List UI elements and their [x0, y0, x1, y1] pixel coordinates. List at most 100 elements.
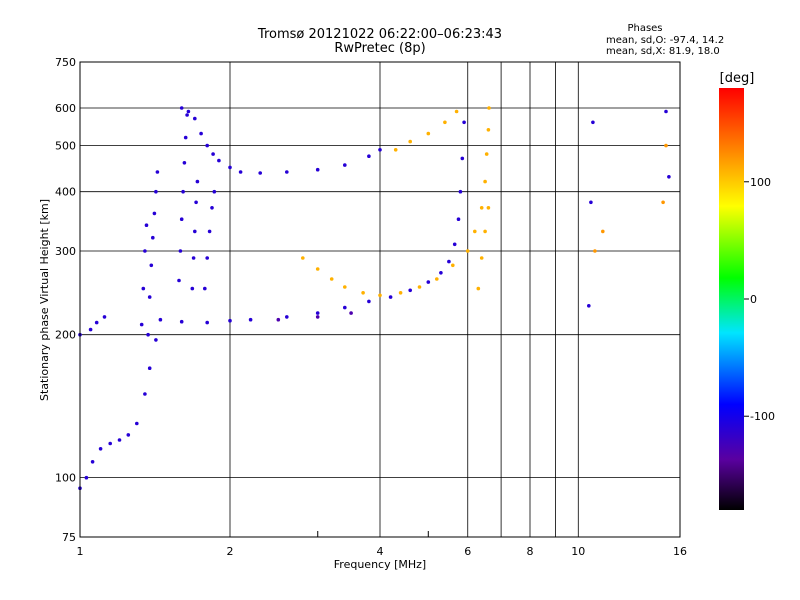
data-point [456, 217, 461, 221]
colorbar-ticks: 100 0 -100 [744, 176, 775, 423]
x-tick-label: 2 [227, 545, 234, 558]
phase-stats-o: mean, sd,O: -97.4, 14.2 [606, 35, 724, 46]
y-tick-label: 400 [55, 186, 76, 199]
data-point [454, 109, 459, 114]
data-point [90, 460, 95, 464]
chart-subtitle: RwPretec (8p) [334, 41, 425, 56]
data-point [465, 249, 470, 253]
data-point [486, 128, 491, 132]
x-tick-labels: 1 2 4 6 8 10 16 [77, 545, 688, 558]
data-point [664, 143, 668, 148]
data-point [210, 206, 214, 210]
data-point [388, 295, 393, 299]
data-point [135, 421, 139, 426]
data-point [460, 156, 465, 161]
data-point [343, 285, 347, 289]
y-tick-label: 600 [55, 102, 76, 115]
data-point [147, 295, 152, 299]
phase-stats-heading: Phases [627, 23, 662, 34]
phase-stats-x: mean, sd,X: 81.9, 18.0 [606, 46, 720, 57]
data-point [285, 315, 289, 319]
data-point [177, 278, 181, 283]
data-point [149, 263, 154, 268]
data-point [141, 286, 146, 291]
data-point [458, 189, 463, 194]
data-point [473, 229, 477, 234]
data-point [589, 200, 593, 205]
data-point [426, 131, 431, 136]
y-tick-label: 75 [62, 531, 76, 544]
data-point [205, 256, 209, 260]
y-axis-label: Stationary phase Virtual Height [km] [38, 199, 51, 401]
colorbar-tick-label: 0 [750, 293, 757, 306]
data-points [78, 106, 671, 491]
data-point [367, 299, 371, 304]
data-point [194, 200, 198, 205]
colorbar-tick-label: 100 [750, 176, 771, 189]
data-point [152, 211, 157, 216]
data-point [484, 152, 489, 156]
data-point [117, 438, 122, 442]
data-point [452, 242, 457, 247]
x-tick-label: 4 [377, 545, 384, 558]
data-point [108, 441, 112, 446]
x-tick-label: 16 [673, 545, 687, 558]
data-point [462, 120, 466, 125]
data-point [393, 148, 398, 152]
colorbar [719, 88, 744, 510]
y-tick-label: 500 [55, 140, 76, 153]
data-point [343, 305, 347, 310]
data-point [479, 256, 484, 260]
data-point [191, 256, 196, 260]
data-point [143, 249, 147, 253]
data-point [591, 120, 595, 125]
data-point [426, 280, 431, 284]
chart-title: Tromsø 20121022 06:22:00–06:23:43 [257, 27, 502, 42]
data-point [408, 288, 413, 293]
data-point [183, 135, 188, 140]
data-point [329, 277, 334, 281]
data-point [126, 433, 131, 437]
data-point [205, 143, 209, 148]
data-point [248, 317, 253, 322]
data-point [587, 304, 591, 308]
data-point [186, 109, 191, 114]
data-point [207, 229, 212, 234]
data-point [179, 319, 184, 324]
data-point [94, 320, 99, 325]
data-point [102, 315, 107, 319]
data-point [487, 106, 491, 110]
data-point [181, 189, 185, 194]
x-tick-label: 6 [464, 545, 471, 558]
x-tick-label: 1 [77, 545, 84, 558]
data-point [203, 286, 207, 291]
x-axis-label: Frequency [MHz] [334, 558, 426, 571]
x-tick-label: 8 [527, 545, 534, 558]
data-point [98, 447, 103, 451]
data-point [185, 113, 189, 117]
data-point [378, 293, 382, 298]
data-point [315, 315, 320, 319]
data-point [349, 311, 353, 315]
data-point [343, 163, 347, 167]
data-point [182, 161, 187, 165]
y-tick-label: 100 [55, 472, 76, 485]
y-tick-label: 300 [55, 245, 76, 258]
data-point [146, 332, 150, 337]
data-point [408, 139, 413, 144]
data-point [276, 317, 281, 322]
data-point [143, 392, 147, 396]
data-point [154, 189, 158, 194]
data-point [144, 223, 149, 227]
data-point [139, 322, 144, 327]
data-point [483, 229, 487, 234]
data-point [179, 106, 184, 110]
data-point [158, 317, 163, 322]
data-point [398, 291, 403, 295]
data-point [238, 170, 243, 174]
data-point [228, 165, 232, 170]
data-point [193, 229, 197, 234]
colorbar-label: [deg] [720, 71, 755, 86]
data-point [155, 170, 160, 174]
